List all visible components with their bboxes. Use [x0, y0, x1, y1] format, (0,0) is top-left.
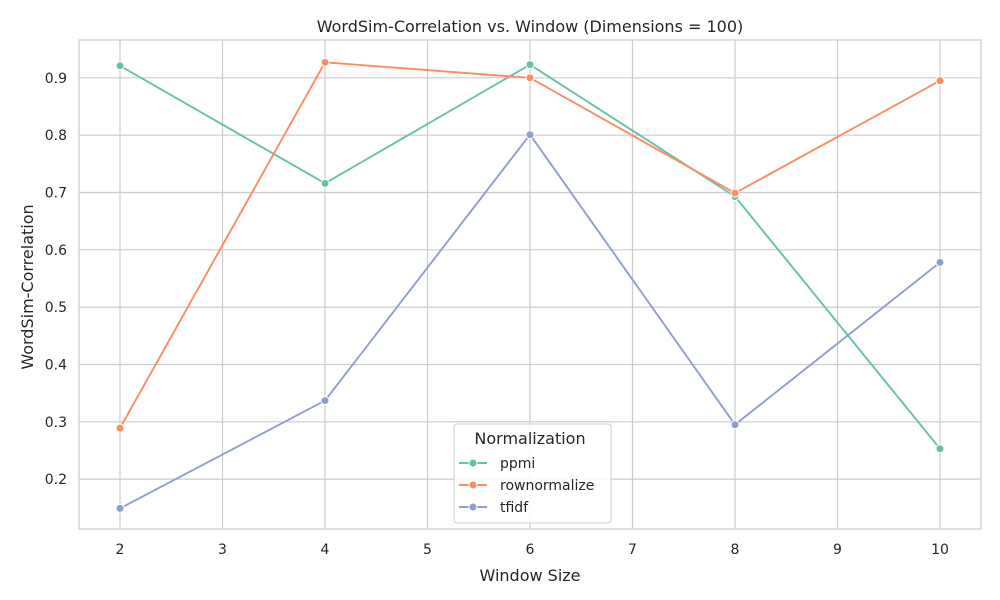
y-tick-label: 0.8 [45, 128, 67, 144]
legend: Normalization ppmi rownormalize tfidf [453, 423, 612, 524]
x-tick-label: 2 [116, 542, 125, 558]
legend-box [453, 423, 612, 524]
legend-swatch-marker [468, 480, 478, 490]
y-tick-label: 0.3 [45, 415, 67, 431]
data-point-rownormalize [525, 73, 535, 83]
data-point-tfidf [115, 503, 125, 513]
x-tick-label: 6 [526, 542, 535, 558]
y-tick-label: 0.6 [45, 243, 67, 259]
data-point-rownormalize [730, 188, 740, 198]
data-point-ppmi [320, 178, 330, 188]
tick-labels: 2 3 4 5 6 7 8 9 10 0.2 0.3 0.4 0.5 0.6 0.7 0.8 0.9 [45, 71, 949, 558]
x-tick-label: 10 [931, 542, 949, 558]
legend-entries: ppmi rownormalize tfidf [459, 456, 594, 516]
chart-title: WordSim-Correlation vs. Window (Dimensio… [317, 17, 744, 36]
data-point-rownormalize [935, 76, 945, 86]
x-tick-label: 4 [321, 542, 330, 558]
legend-swatch-marker [468, 502, 478, 512]
data-point-tfidf [730, 420, 740, 430]
series-tfidf [115, 130, 945, 513]
legend-label: ppmi [500, 456, 535, 472]
y-axis-label: WordSim-Correlation [18, 204, 37, 369]
data-point-rownormalize [320, 57, 330, 67]
x-tick-label: 9 [833, 542, 842, 558]
series-layer [115, 57, 945, 513]
x-tick-label: 7 [628, 542, 637, 558]
legend-title: Normalization [474, 429, 585, 448]
series-ppmi [115, 60, 945, 454]
legend-item-rownormalize: rownormalize [459, 478, 594, 494]
y-tick-label: 0.9 [45, 71, 67, 87]
y-tick-label: 0.7 [45, 185, 67, 201]
y-tick-label: 0.4 [45, 357, 67, 373]
legend-swatch-marker [468, 458, 478, 468]
y-tick-label: 0.2 [45, 472, 67, 488]
y-tick-label: 0.5 [45, 300, 67, 316]
plot-area-frame [78, 39, 982, 530]
x-tick-label: 8 [731, 542, 740, 558]
legend-label: rownormalize [500, 478, 594, 494]
series-rownormalize [115, 57, 945, 433]
data-point-ppmi [525, 60, 535, 70]
data-point-tfidf [320, 396, 330, 406]
x-tick-label: 5 [423, 542, 432, 558]
legend-item-tfidf: tfidf [459, 500, 529, 516]
legend-label: tfidf [500, 500, 529, 516]
data-point-ppmi [115, 61, 125, 71]
data-point-rownormalize [115, 423, 125, 433]
data-point-tfidf [525, 130, 535, 140]
data-point-tfidf [935, 257, 945, 267]
x-axis-label: Window Size [479, 566, 580, 585]
data-point-ppmi [935, 444, 945, 454]
legend-item-ppmi: ppmi [459, 456, 535, 472]
x-tick-label: 3 [218, 542, 227, 558]
